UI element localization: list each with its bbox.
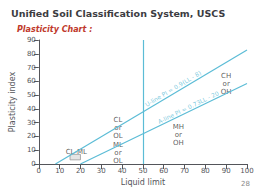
svg-text:100: 100	[240, 167, 253, 175]
svg-text:90: 90	[222, 167, 231, 175]
svg-text:10: 10	[27, 146, 36, 154]
svg-text:Plasticity index: Plasticity index	[8, 72, 17, 133]
svg-text:A-line PI = 0.73LL - 20: A-line PI = 0.73LL - 20	[157, 89, 220, 125]
svg-text:90: 90	[27, 36, 36, 44]
svg-text:ML: ML	[112, 141, 123, 149]
svg-text:0: 0	[31, 160, 35, 168]
svg-text:70: 70	[180, 167, 189, 175]
svg-text:0: 0	[37, 167, 41, 175]
svg-text:60: 60	[27, 77, 36, 85]
svg-text:80: 80	[27, 50, 36, 58]
svg-text:or: or	[114, 149, 121, 157]
svg-text:30: 30	[97, 167, 106, 175]
svg-text:60: 60	[159, 167, 168, 175]
svg-text:or: or	[114, 124, 122, 133]
svg-text:OL: OL	[113, 157, 123, 165]
svg-text:CL-ML: CL-ML	[65, 147, 87, 156]
svg-text:Plasticity Chart :: Plasticity Chart :	[17, 25, 92, 34]
svg-text:or: or	[223, 80, 230, 88]
svg-text:70: 70	[27, 64, 36, 72]
svg-text:80: 80	[201, 167, 210, 175]
svg-text:CL: CL	[114, 116, 123, 124]
svg-text:40: 40	[27, 105, 36, 113]
svg-text:10: 10	[55, 167, 64, 175]
svg-text:or: or	[175, 131, 182, 139]
svg-text:20: 20	[76, 167, 85, 175]
svg-text:U-line PI = 0.9(LL - 8): U-line PI = 0.9(LL - 8)	[143, 68, 203, 108]
svg-text:CH: CH	[221, 72, 231, 80]
svg-text:40: 40	[118, 167, 127, 175]
svg-text:50: 50	[138, 167, 147, 175]
svg-text:OL: OL	[113, 132, 123, 140]
svg-text:30: 30	[27, 119, 36, 127]
svg-text:Unified Soil Classification Sy: Unified Soil Classification System, USCS	[11, 8, 225, 19]
svg-text:20: 20	[27, 132, 36, 140]
svg-text:Liquid limit: Liquid limit	[121, 178, 165, 187]
svg-text:OH: OH	[173, 139, 184, 147]
svg-text:OH: OH	[220, 88, 232, 97]
svg-text:28: 28	[241, 180, 250, 188]
svg-text:MH: MH	[173, 123, 184, 131]
svg-text:50: 50	[27, 91, 36, 99]
